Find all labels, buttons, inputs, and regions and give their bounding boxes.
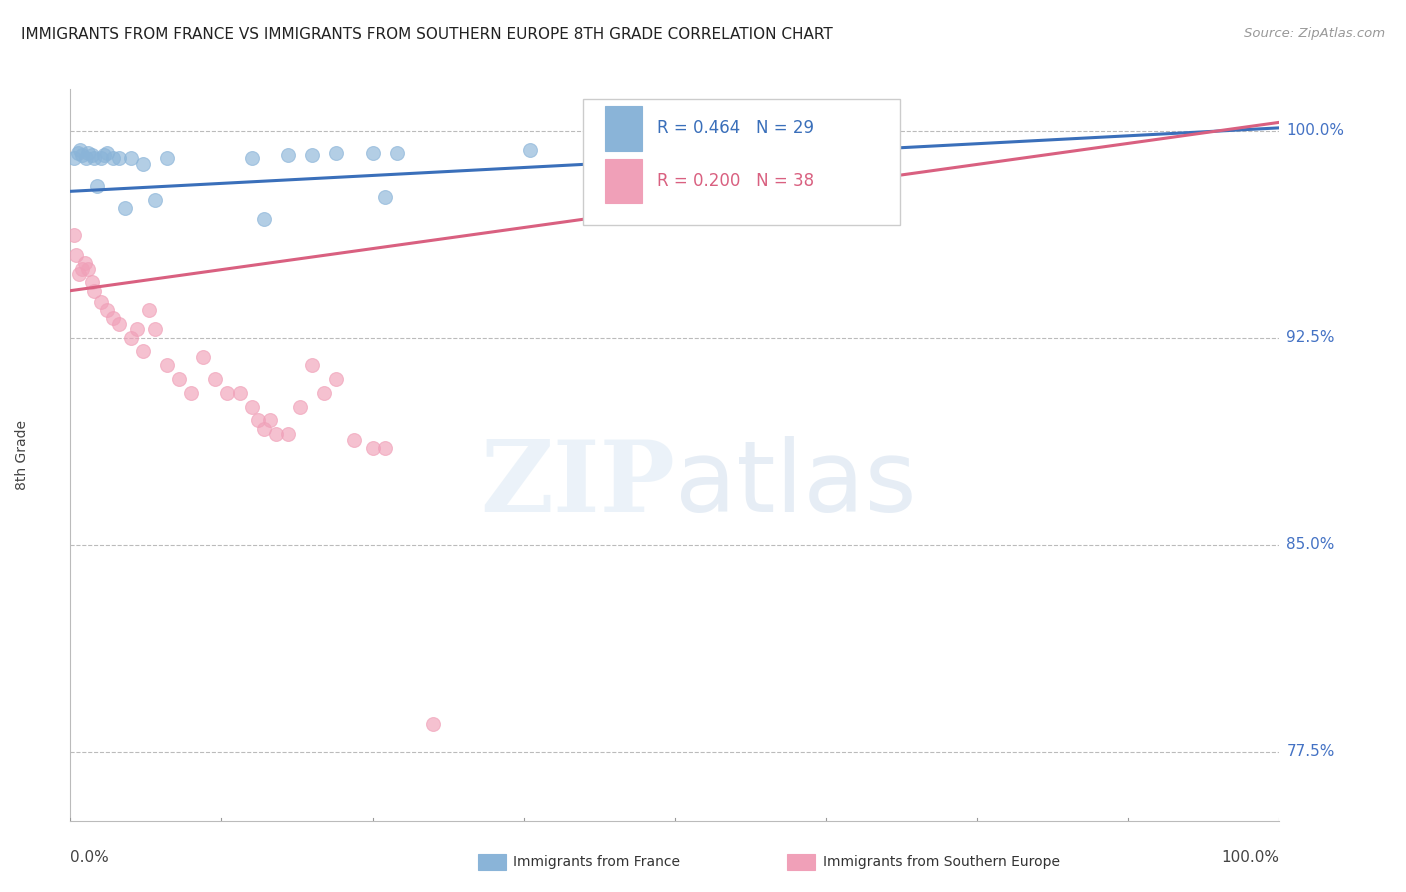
Point bbox=[67, 267, 90, 281]
Point bbox=[361, 441, 384, 455]
Text: IMMIGRANTS FROM FRANCE VS IMMIGRANTS FROM SOUTHERN EUROPE 8TH GRADE CORRELATION : IMMIGRANTS FROM FRANCE VS IMMIGRANTS FRO… bbox=[21, 27, 832, 42]
Point bbox=[69, 143, 91, 157]
Point bbox=[120, 330, 142, 344]
Text: atlas: atlas bbox=[675, 435, 917, 533]
Point bbox=[80, 276, 103, 290]
Point bbox=[325, 372, 347, 386]
Point bbox=[253, 211, 276, 226]
Point bbox=[120, 151, 142, 165]
Point bbox=[246, 413, 269, 427]
Point bbox=[63, 151, 86, 165]
Point bbox=[77, 145, 100, 160]
Point bbox=[882, 137, 904, 152]
Point bbox=[156, 358, 179, 372]
Point bbox=[193, 350, 215, 364]
Text: 8th Grade: 8th Grade bbox=[15, 420, 30, 490]
Point bbox=[132, 157, 155, 171]
Text: 0.0%: 0.0% bbox=[70, 850, 110, 865]
Point bbox=[288, 400, 311, 414]
Point bbox=[80, 148, 103, 162]
Text: 77.5%: 77.5% bbox=[1286, 744, 1334, 759]
Point bbox=[325, 145, 347, 160]
Text: ZIP: ZIP bbox=[479, 435, 675, 533]
Text: 85.0%: 85.0% bbox=[1286, 537, 1334, 552]
Point bbox=[72, 148, 94, 162]
Point bbox=[343, 433, 366, 447]
Point bbox=[228, 385, 250, 400]
Point bbox=[259, 413, 281, 427]
Point bbox=[217, 385, 239, 400]
Text: Immigrants from France: Immigrants from France bbox=[513, 855, 681, 869]
Point bbox=[180, 385, 202, 400]
Text: 92.5%: 92.5% bbox=[1286, 330, 1334, 345]
Text: 100.0%: 100.0% bbox=[1286, 123, 1344, 138]
Point bbox=[83, 284, 105, 298]
Point bbox=[107, 317, 129, 331]
Point bbox=[156, 151, 179, 165]
Text: 100.0%: 100.0% bbox=[1222, 850, 1279, 865]
Point bbox=[301, 148, 323, 162]
Point bbox=[125, 322, 148, 336]
Point bbox=[422, 717, 444, 731]
Point bbox=[72, 261, 94, 276]
Point bbox=[75, 151, 97, 165]
Point bbox=[90, 151, 111, 165]
Point bbox=[96, 145, 118, 160]
Point bbox=[83, 151, 105, 165]
Point bbox=[519, 143, 541, 157]
Point bbox=[93, 148, 115, 162]
Point bbox=[107, 151, 129, 165]
Point bbox=[361, 145, 384, 160]
Point bbox=[143, 322, 166, 336]
Point bbox=[77, 261, 100, 276]
Point bbox=[385, 145, 408, 160]
Point bbox=[66, 145, 89, 160]
Point bbox=[374, 190, 396, 204]
Point bbox=[138, 303, 160, 318]
Point bbox=[101, 151, 124, 165]
Point bbox=[167, 372, 190, 386]
Point bbox=[301, 358, 323, 372]
Point bbox=[277, 148, 299, 162]
Point bbox=[132, 344, 155, 359]
Point bbox=[63, 228, 86, 243]
Text: Immigrants from Southern Europe: Immigrants from Southern Europe bbox=[823, 855, 1060, 869]
Point bbox=[204, 372, 226, 386]
Point bbox=[240, 400, 263, 414]
Text: Source: ZipAtlas.com: Source: ZipAtlas.com bbox=[1244, 27, 1385, 40]
Point bbox=[143, 193, 166, 207]
Point bbox=[96, 303, 118, 318]
Text: R = 0.464   N = 29: R = 0.464 N = 29 bbox=[657, 120, 814, 137]
Point bbox=[90, 294, 111, 309]
Point bbox=[374, 441, 396, 455]
Point bbox=[253, 422, 276, 436]
Point bbox=[277, 427, 299, 442]
Point bbox=[101, 311, 124, 326]
Point bbox=[65, 248, 87, 262]
Point bbox=[240, 151, 263, 165]
Point bbox=[264, 427, 287, 442]
Text: R = 0.200   N = 38: R = 0.200 N = 38 bbox=[657, 172, 814, 190]
Point bbox=[314, 385, 336, 400]
Point bbox=[86, 178, 108, 193]
Point bbox=[114, 201, 136, 215]
Point bbox=[73, 256, 96, 270]
